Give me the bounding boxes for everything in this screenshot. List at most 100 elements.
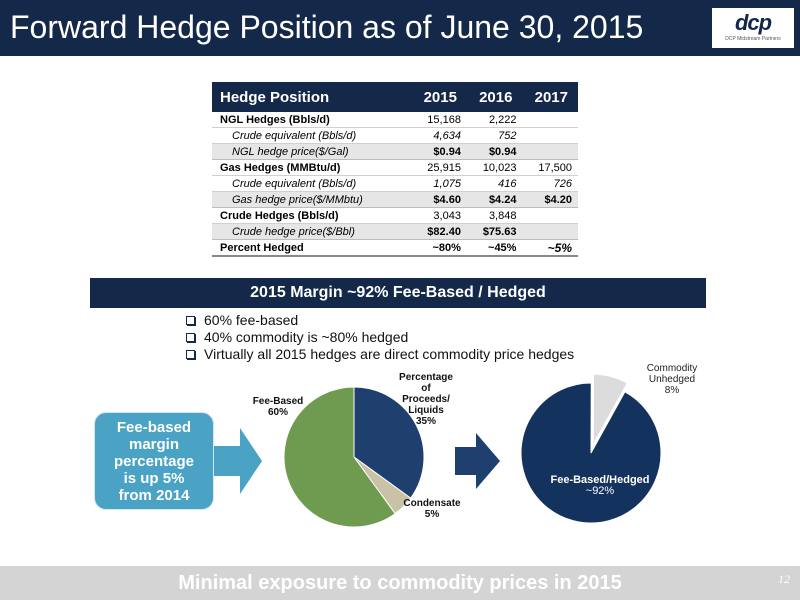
checkbox-bullet-icon <box>186 316 195 325</box>
table-cell: 726 <box>522 175 578 192</box>
table-row-label: Crude equivalent (Bbls/d) <box>212 175 412 192</box>
logo-text: dcp <box>734 10 772 35</box>
hedged-mix-pie <box>520 373 662 524</box>
page-title: Forward Hedge Position as of June 30, 20… <box>10 9 644 45</box>
pie-label-line: 35% <box>415 416 436 427</box>
table-cell: 416 <box>466 175 523 192</box>
checkbox-bullet-icon <box>186 333 195 342</box>
pie-label-line: 8% <box>664 385 680 396</box>
table-row: Crude equivalent (Bbls/d) 4,634 752 <box>212 127 578 144</box>
pie-slice <box>353 386 425 499</box>
pie-label-line: ~92% <box>585 485 615 497</box>
pie-label-pop: Percentage of Proceeds/ Liquids 35% <box>386 372 466 427</box>
checkbox-bullet-icon <box>186 350 195 359</box>
table-cell: 1,075 <box>411 175 467 192</box>
bullet-list: 60% fee-based 40% commodity is ~80% hedg… <box>182 312 574 363</box>
pie-label-line: of <box>421 383 431 394</box>
table-header: 2017 <box>522 82 578 112</box>
hedge-position-table: Hedge Position 2015 2016 2017 NGL Hedges… <box>212 82 578 257</box>
table-cell: $75.63 <box>466 223 523 240</box>
table-row-label: NGL hedge price($/Gal) <box>212 143 412 160</box>
company-logo: dcp DCP Midstream Partners <box>712 8 794 48</box>
callout-line: margin <box>128 436 179 453</box>
table-cell: ~5% <box>522 239 578 257</box>
table-cell: $4.20 <box>522 191 578 208</box>
table-cell <box>522 112 578 128</box>
callout-line: percentage <box>113 453 195 470</box>
list-item-text: 40% commodity is ~80% hedged <box>204 329 409 345</box>
table-cell: ~45% <box>466 239 523 257</box>
pie-label-line: 60% <box>267 407 288 418</box>
pie-label-line: Commodity <box>646 363 698 374</box>
footer-bar: Minimal exposure to commodity prices in … <box>0 566 800 600</box>
table-row: Crude hedge price($/Bbl) $82.40 $75.63 <box>212 223 578 240</box>
callout-line: is up 5% <box>123 470 185 487</box>
table-row-label: Percent Hedged <box>212 239 412 257</box>
pie-label-condensate: Condensate 5% <box>392 498 472 520</box>
pie-label-unhedged: Commodity Unhedged 8% <box>632 363 712 396</box>
page-number: 12 <box>778 572 790 586</box>
right-arrow-icon <box>455 433 500 489</box>
table-cell: 25,915 <box>411 159 467 176</box>
table-header: 2016 <box>466 82 523 112</box>
pie-label-line: 5% <box>424 509 440 520</box>
list-item: Virtually all 2015 hedges are direct com… <box>182 346 574 363</box>
list-item-text: 60% fee-based <box>204 312 299 328</box>
title-bar: Forward Hedge Position as of June 30, 20… <box>0 0 800 56</box>
table-row: Crude Hedges (Bbls/d) 3,043 3,848 <box>212 207 578 224</box>
list-item: 60% fee-based <box>182 312 574 329</box>
table-cell: 4,634 <box>411 127 467 144</box>
list-item: 40% commodity is ~80% hedged <box>182 329 574 346</box>
table-row-label: NGL Hedges (Bbls/d) <box>212 112 412 128</box>
pie-slice <box>283 386 396 528</box>
table-cell: $4.60 <box>411 191 467 208</box>
table-cell: 17,500 <box>522 159 578 176</box>
table-cell <box>522 127 578 144</box>
table-cell: 15,168 <box>411 112 467 128</box>
callout-line: from 2014 <box>118 487 190 504</box>
table-cell: 752 <box>466 127 523 144</box>
pie-label-fee: Fee-Based 60% <box>238 396 318 418</box>
table-cell: $4.24 <box>466 191 523 208</box>
pie-label-line: Liquids <box>408 405 444 416</box>
table-cell <box>522 143 578 160</box>
table-header: 2015 <box>411 82 467 112</box>
table-cell: 3,848 <box>466 207 523 224</box>
pie-slice <box>520 382 662 524</box>
right-arrow-icon <box>214 428 262 494</box>
pie-label-line: Unhedged <box>648 374 696 385</box>
table-cell: $0.94 <box>466 143 523 160</box>
pie-label-line: Fee-Based <box>252 396 304 407</box>
pie-label-line: Condensate <box>403 498 461 509</box>
table-row: Gas hedge price($/MMbtu) $4.60 $4.24 $4.20 <box>212 191 578 208</box>
footer-text: Minimal exposure to commodity prices in … <box>178 572 622 594</box>
table-cell: $82.40 <box>411 223 467 240</box>
table-row-label: Gas Hedges (MMBtu/d) <box>212 159 412 176</box>
pie-label-line: Proceeds/ <box>402 394 450 405</box>
table-row: Crude equivalent (Bbls/d) 1,075 416 726 <box>212 175 578 192</box>
table-cell <box>522 207 578 224</box>
margin-banner: 2015 Margin ~92% Fee-Based / Hedged <box>90 278 706 308</box>
pie-label-line: Percentage <box>399 372 453 383</box>
list-item-text: Virtually all 2015 hedges are direct com… <box>204 346 575 362</box>
table-header: Hedge Position <box>212 82 412 112</box>
table-row-label: Gas hedge price($/MMbtu) <box>212 191 412 208</box>
table-row: Percent Hedged ~80% ~45% ~5% <box>212 239 578 257</box>
revenue-mix-pie <box>283 386 425 528</box>
table-row: NGL hedge price($/Gal) $0.94 $0.94 <box>212 143 578 160</box>
table-header-row: Hedge Position 2015 2016 2017 <box>212 82 578 112</box>
table-cell: 3,043 <box>411 207 467 224</box>
table-row: NGL Hedges (Bbls/d) 15,168 2,222 <box>212 112 578 128</box>
table-row-label: Crude hedge price($/Bbl) <box>212 223 412 240</box>
table-row-label: Crude Hedges (Bbls/d) <box>212 207 412 224</box>
pie-label-line: Fee-Based/Hedged <box>550 474 650 486</box>
pie-slice <box>592 373 628 445</box>
table-cell <box>522 223 578 240</box>
pie-label-hedged: Fee-Based/Hedged ~92% <box>530 475 670 497</box>
table-cell: $0.94 <box>411 143 467 160</box>
callout-box: Fee-based margin percentage is up 5% fro… <box>94 412 214 510</box>
logo-subtitle: DCP Midstream Partners <box>725 36 781 42</box>
table-row-label: Crude equivalent (Bbls/d) <box>212 127 412 144</box>
table-cell: 2,222 <box>466 112 523 128</box>
